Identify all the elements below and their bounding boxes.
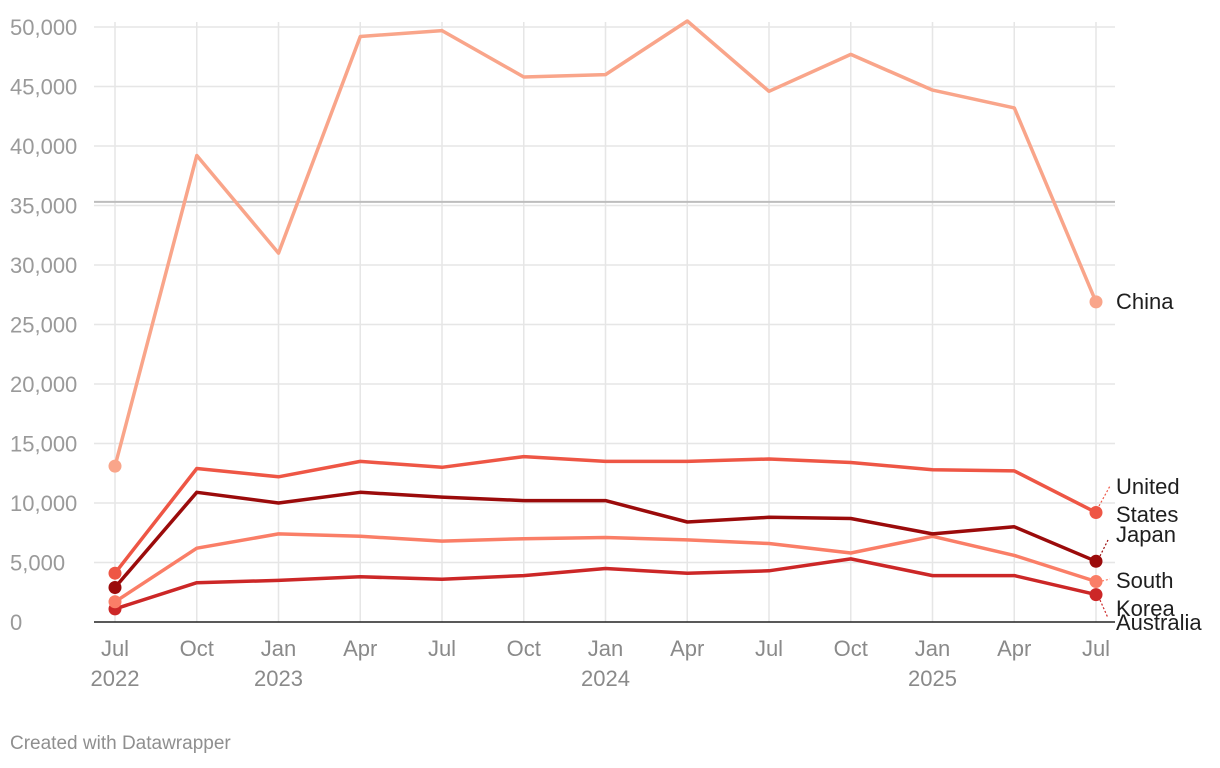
x-tick-label: Apr: [997, 636, 1031, 661]
series-label-south-korea: South: [1116, 568, 1174, 593]
y-tick-label: 5,000: [10, 551, 65, 576]
x-tick-label: Jul: [101, 636, 129, 661]
x-tick-year-label: 2025: [908, 666, 957, 691]
credit-text: Created with Datawrapper: [10, 733, 231, 754]
x-tick-label: Apr: [343, 636, 377, 661]
y-tick-label: 20,000: [10, 372, 77, 397]
y-axis-ticks: 0 5,000 10,000 15,000 20,000 25,000 30,000 35,0…: [10, 15, 77, 635]
end-point-united-states: [1089, 506, 1103, 520]
start-point-japan: [108, 580, 122, 594]
start-point-united-states: [108, 566, 122, 580]
series-line-united-states: [113, 454, 1098, 575]
series-line-south-korea: [113, 532, 1098, 604]
x-tick-label: Jan: [261, 636, 296, 661]
series-line-australia: [113, 557, 1098, 611]
end-points: [108, 295, 1103, 616]
start-point-south-korea: [108, 595, 122, 609]
x-tick-label: Jan: [588, 636, 623, 661]
y-tick-label: 45,000: [10, 75, 77, 100]
series-label-japan: Japan: [1116, 522, 1176, 547]
y-tick-label: 15,000: [10, 432, 77, 457]
y-tick-label: 0: [10, 610, 22, 635]
series-line-china: [113, 19, 1098, 468]
leader-line-south-korea: [1101, 578, 1111, 582]
x-tick-label: Apr: [670, 636, 704, 661]
end-point-australia: [1089, 588, 1103, 602]
start-point-china: [108, 459, 122, 473]
x-tick-label: Oct: [507, 636, 541, 661]
x-tick-label: Jan: [915, 636, 950, 661]
x-tick-label: Jul: [755, 636, 783, 661]
end-point-japan: [1089, 554, 1103, 568]
y-tick-label: 10,000: [10, 491, 77, 516]
series-label-united-states: States: [1116, 502, 1178, 527]
x-axis-ticks: Jul 2022 Oct Jan 2023 Apr Jul Oct Jan 2024 Apr Jul O…: [91, 636, 1111, 691]
x-tick-label: Jul: [428, 636, 456, 661]
x-tick-year-label: 2023: [254, 666, 303, 691]
y-tick-label: 35,000: [10, 194, 77, 219]
leader-line-japan: [1099, 539, 1109, 557]
gridlines: [94, 22, 1115, 623]
series-lines: [113, 19, 1098, 611]
series-label-south-korea: Korea: [1116, 596, 1175, 621]
end-point-south-korea: [1089, 575, 1103, 589]
x-tick-year-label: 2024: [581, 666, 630, 691]
series-label-united-states: United: [1116, 474, 1180, 499]
x-tick-label: Jul: [1082, 636, 1110, 661]
series-label-china: China: [1116, 289, 1174, 314]
x-tick-label: Oct: [834, 636, 868, 661]
series-line-japan: [113, 490, 1098, 590]
end-point-china: [1089, 295, 1103, 309]
y-tick-label: 25,000: [10, 313, 77, 338]
x-tick-year-label: 2022: [91, 666, 140, 691]
series-label-australia: Australia: [1116, 610, 1202, 635]
leader-line-australia: [1099, 599, 1109, 619]
x-tick-label: Oct: [180, 636, 214, 661]
y-tick-label: 30,000: [10, 253, 77, 278]
y-tick-label: 50,000: [10, 15, 77, 40]
y-tick-label: 40,000: [10, 134, 77, 159]
line-chart: 0 5,000 10,000 15,000 20,000 25,000 30,000 35,0…: [10, 15, 1202, 691]
